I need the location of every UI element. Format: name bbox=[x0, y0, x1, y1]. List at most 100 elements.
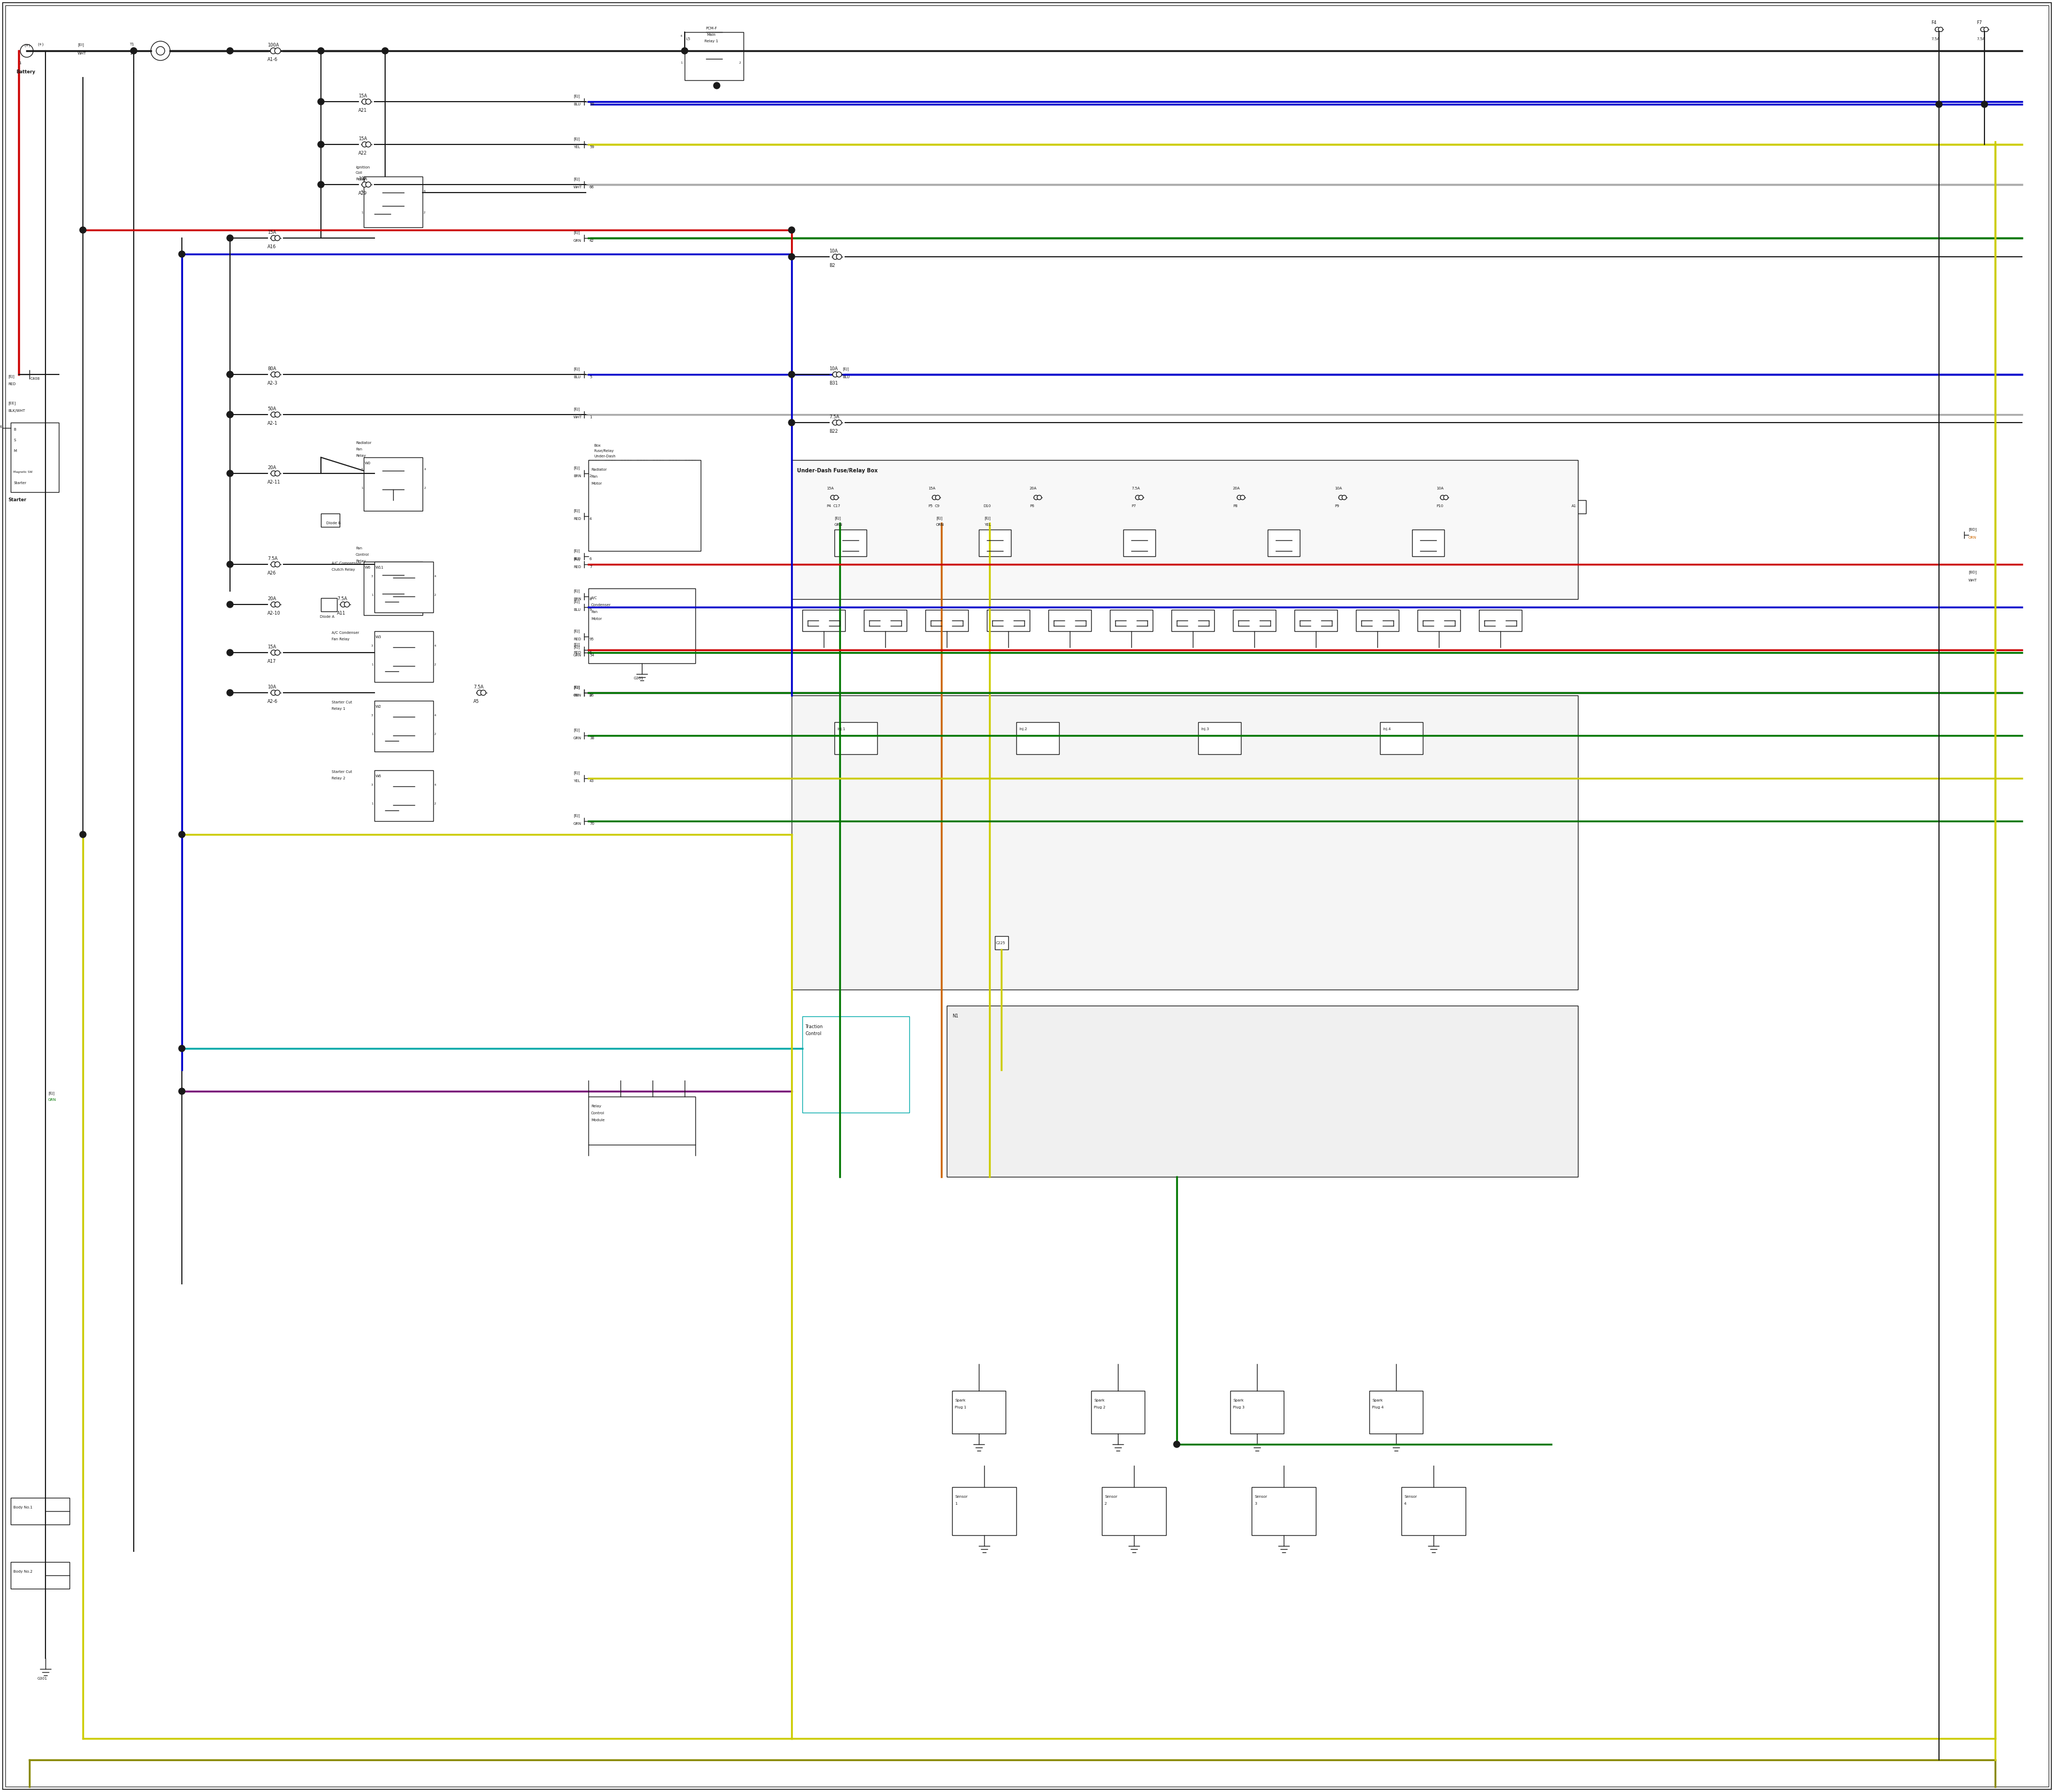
Circle shape bbox=[1241, 495, 1245, 500]
Text: Inj.4: Inj.4 bbox=[1382, 728, 1391, 731]
Text: Inj.1: Inj.1 bbox=[838, 728, 846, 731]
Circle shape bbox=[341, 602, 345, 607]
Circle shape bbox=[275, 412, 279, 418]
Text: 70: 70 bbox=[589, 823, 594, 826]
Text: B31: B31 bbox=[830, 382, 838, 385]
Text: Sensor: Sensor bbox=[1405, 1495, 1417, 1498]
Circle shape bbox=[789, 371, 795, 378]
Bar bbox=[1017, 722, 1060, 754]
Text: PU: PU bbox=[573, 694, 579, 697]
Circle shape bbox=[1982, 100, 1988, 108]
Text: Condenser: Condenser bbox=[592, 604, 610, 607]
Bar bbox=[10, 1563, 70, 1590]
Text: Plug 4: Plug 4 bbox=[1372, 1405, 1384, 1409]
Text: Under-Dash: Under-Dash bbox=[594, 455, 616, 459]
Bar bbox=[1370, 1391, 1423, 1434]
Bar bbox=[834, 722, 877, 754]
Text: [EJ]: [EJ] bbox=[573, 466, 579, 470]
Circle shape bbox=[131, 48, 138, 54]
Bar bbox=[1479, 609, 1522, 631]
Bar bbox=[933, 500, 949, 514]
Circle shape bbox=[275, 235, 279, 240]
Text: C408: C408 bbox=[31, 376, 41, 380]
Bar bbox=[980, 530, 1011, 556]
Text: [EJ]: [EJ] bbox=[573, 548, 579, 552]
Text: WHT: WHT bbox=[573, 416, 581, 419]
Circle shape bbox=[832, 419, 838, 425]
Text: BLU: BLU bbox=[573, 557, 581, 561]
Text: [EJ]: [EJ] bbox=[573, 771, 579, 774]
Text: 3: 3 bbox=[1255, 1502, 1257, 1505]
Circle shape bbox=[1935, 27, 1939, 32]
Text: [EJ]: [EJ] bbox=[573, 590, 579, 593]
Text: G301: G301 bbox=[635, 677, 645, 679]
Circle shape bbox=[382, 48, 388, 54]
Text: F7: F7 bbox=[1976, 20, 1982, 25]
Circle shape bbox=[275, 371, 279, 376]
Circle shape bbox=[226, 602, 234, 607]
Circle shape bbox=[830, 495, 836, 500]
Text: A21: A21 bbox=[357, 108, 368, 113]
Text: ORN: ORN bbox=[1968, 536, 1976, 539]
Text: 20A: 20A bbox=[267, 466, 275, 470]
Text: [EI]: [EI] bbox=[78, 43, 84, 47]
Text: 2: 2 bbox=[589, 475, 592, 478]
Text: WHT: WHT bbox=[573, 186, 581, 188]
Circle shape bbox=[226, 561, 234, 568]
Bar bbox=[947, 1005, 1577, 1177]
Circle shape bbox=[362, 183, 368, 186]
Text: Traction: Traction bbox=[805, 1025, 824, 1029]
Circle shape bbox=[789, 253, 795, 260]
Bar bbox=[10, 1498, 70, 1525]
Bar bbox=[374, 561, 433, 613]
Circle shape bbox=[477, 690, 483, 695]
Circle shape bbox=[318, 142, 325, 147]
Bar bbox=[320, 599, 337, 611]
Circle shape bbox=[836, 371, 842, 376]
Text: 1: 1 bbox=[955, 1502, 957, 1505]
Circle shape bbox=[275, 561, 279, 566]
Text: 7.5A: 7.5A bbox=[1931, 38, 1939, 41]
Circle shape bbox=[366, 142, 372, 147]
Bar bbox=[587, 1097, 696, 1145]
Text: 20A: 20A bbox=[1232, 487, 1241, 489]
Text: Relay: Relay bbox=[355, 453, 366, 457]
Text: Body No.2: Body No.2 bbox=[14, 1570, 33, 1573]
Circle shape bbox=[682, 48, 688, 54]
Text: Battery: Battery bbox=[16, 70, 35, 73]
Circle shape bbox=[271, 561, 275, 566]
Text: [EJ]: [EJ] bbox=[573, 643, 579, 647]
Text: W4: W4 bbox=[366, 181, 372, 185]
Text: [EJ]: [EJ] bbox=[573, 645, 579, 649]
Text: 66: 66 bbox=[589, 186, 594, 188]
Text: A11: A11 bbox=[337, 611, 345, 616]
Text: G301: G301 bbox=[37, 1677, 47, 1681]
Text: RED: RED bbox=[573, 638, 581, 642]
Circle shape bbox=[275, 471, 279, 477]
Bar bbox=[1294, 609, 1337, 631]
Text: A1-6: A1-6 bbox=[267, 57, 277, 63]
Circle shape bbox=[179, 1088, 185, 1095]
Text: 42: 42 bbox=[589, 238, 594, 242]
Circle shape bbox=[366, 183, 372, 186]
Circle shape bbox=[275, 650, 279, 656]
Text: Motor: Motor bbox=[592, 482, 602, 486]
Text: 80A: 80A bbox=[267, 366, 275, 371]
Text: Spark: Spark bbox=[1095, 1400, 1105, 1401]
Text: YEL: YEL bbox=[984, 523, 990, 527]
Text: 1: 1 bbox=[129, 52, 131, 56]
Text: P5: P5 bbox=[928, 504, 933, 507]
Bar bbox=[1048, 609, 1091, 631]
Text: P6: P6 bbox=[1029, 504, 1035, 507]
Circle shape bbox=[271, 602, 275, 607]
Text: 8: 8 bbox=[589, 597, 592, 600]
Text: 5: 5 bbox=[589, 376, 592, 378]
Text: S: S bbox=[14, 439, 16, 443]
Text: A29: A29 bbox=[357, 192, 368, 195]
Text: C9: C9 bbox=[935, 504, 941, 507]
Text: 1: 1 bbox=[18, 61, 21, 65]
Text: 15A: 15A bbox=[928, 487, 935, 489]
Circle shape bbox=[318, 181, 325, 188]
Text: [EJ]: [EJ] bbox=[573, 95, 579, 99]
Text: 6: 6 bbox=[589, 557, 592, 561]
